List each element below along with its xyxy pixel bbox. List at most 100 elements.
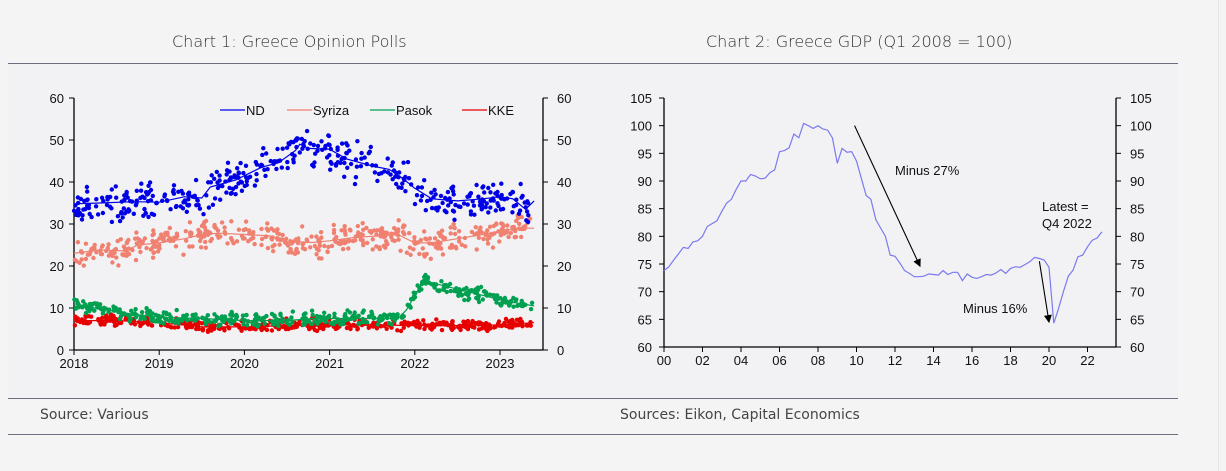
poll-point	[171, 183, 177, 188]
poll-point	[309, 308, 315, 313]
poll-point	[401, 325, 406, 330]
poll-point	[370, 237, 375, 242]
poll-point	[331, 322, 336, 327]
poll-point	[83, 310, 89, 316]
poll-point	[162, 194, 167, 199]
poll-point	[389, 234, 394, 240]
poll-point	[302, 247, 308, 252]
poll-point	[463, 244, 468, 249]
poll-point	[112, 250, 117, 255]
poll-point	[121, 206, 127, 211]
poll-point	[354, 164, 360, 169]
poll-point	[395, 229, 401, 234]
poll-point	[81, 299, 86, 304]
poll-point	[369, 230, 374, 235]
poll-point	[209, 173, 214, 178]
poll-point	[359, 156, 364, 161]
poll-point	[131, 211, 136, 216]
poll-point	[241, 322, 246, 327]
poll-point	[276, 231, 282, 237]
poll-point	[407, 245, 413, 250]
poll-point	[486, 185, 491, 191]
poll-point	[332, 311, 337, 316]
poll-point	[458, 204, 463, 210]
poll-point	[381, 243, 386, 249]
poll-point	[377, 246, 382, 252]
poll-point	[456, 239, 462, 244]
poll-point	[95, 212, 101, 217]
poll-point	[218, 197, 223, 202]
poll-point	[315, 143, 321, 149]
poll-point	[197, 206, 203, 211]
poll-point	[515, 303, 520, 308]
y-tick-label-right: 75	[1130, 257, 1144, 272]
poll-point	[482, 190, 487, 195]
poll-point	[244, 182, 249, 188]
poll-point	[300, 224, 305, 229]
poll-point	[239, 188, 245, 193]
poll-point	[449, 326, 454, 331]
poll-point	[355, 326, 360, 331]
poll-point	[335, 147, 340, 153]
poll-point	[85, 252, 91, 257]
poll-point	[275, 320, 280, 325]
poll-point	[163, 310, 169, 315]
poll-point	[111, 304, 116, 309]
poll-point	[165, 230, 170, 235]
poll-point	[202, 234, 207, 239]
poll-point	[427, 236, 433, 241]
poll-point	[314, 234, 319, 239]
poll-point	[241, 170, 246, 176]
poll-point	[518, 181, 523, 187]
poll-point	[111, 313, 116, 319]
poll-point	[129, 308, 134, 313]
poll-point	[117, 307, 122, 312]
poll-point	[523, 224, 528, 229]
poll-point	[73, 305, 79, 310]
poll-point	[326, 244, 331, 250]
poll-point	[200, 327, 206, 332]
poll-point	[398, 248, 403, 253]
poll-point	[451, 192, 456, 197]
poll-point	[218, 322, 223, 327]
y-tick-label-left: 90	[638, 174, 652, 189]
poll-point	[253, 316, 259, 321]
poll-point	[225, 241, 230, 246]
poll-point	[92, 242, 97, 248]
poll-point	[292, 325, 297, 330]
poll-point	[203, 318, 208, 324]
poll-point	[366, 325, 371, 330]
bottom-rule	[8, 434, 1178, 435]
poll-point	[346, 246, 351, 251]
poll-point	[304, 128, 310, 134]
poll-point	[99, 252, 105, 257]
poll-point	[81, 263, 87, 268]
poll-point	[73, 314, 78, 319]
poll-point	[85, 189, 90, 194]
poll-point	[323, 143, 328, 149]
poll-point	[124, 240, 130, 245]
poll-point	[319, 235, 324, 240]
x-tick-label: 2022	[400, 356, 429, 371]
poll-point	[528, 323, 533, 328]
poll-point	[193, 312, 198, 317]
annotation-latest-line1: Latest =	[1042, 199, 1089, 214]
poll-point	[497, 301, 503, 307]
poll-point	[347, 310, 353, 315]
poll-point	[133, 257, 139, 263]
poll-point	[174, 235, 179, 240]
poll-point	[133, 203, 139, 208]
poll-point	[493, 191, 498, 196]
poll-point	[340, 246, 346, 252]
poll-point	[366, 151, 371, 156]
poll-point	[275, 227, 280, 232]
poll-point	[422, 326, 427, 332]
poll-point	[474, 321, 479, 326]
poll-point	[240, 313, 246, 318]
annotation-minus-16: Minus 16%	[963, 301, 1028, 316]
poll-point	[171, 187, 176, 193]
poll-point	[151, 250, 156, 255]
poll-point	[149, 323, 155, 328]
poll-point	[414, 193, 420, 198]
poll-point	[405, 159, 411, 165]
